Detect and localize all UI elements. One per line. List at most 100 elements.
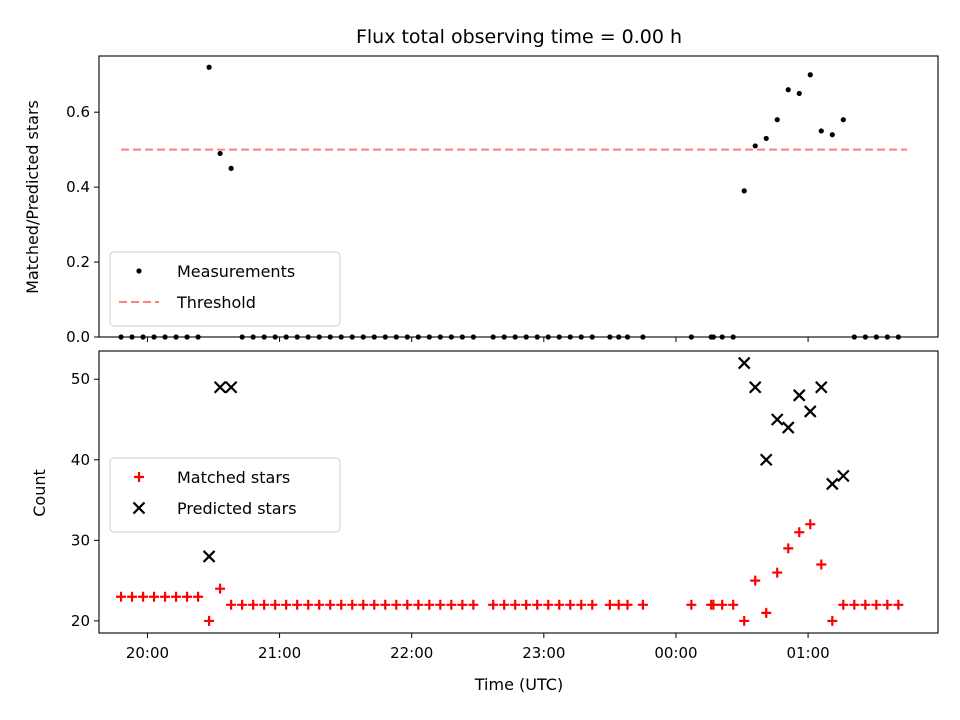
plot-area-frame xyxy=(98,350,939,634)
data-point xyxy=(151,334,157,340)
data-point xyxy=(336,599,347,610)
data-point xyxy=(774,117,780,123)
data-point xyxy=(415,334,421,340)
data-point xyxy=(437,334,443,340)
data-point xyxy=(228,165,234,171)
data-point xyxy=(213,380,227,394)
data-point xyxy=(171,591,182,602)
data-point xyxy=(193,591,204,602)
data-point xyxy=(805,519,816,530)
data-point xyxy=(748,380,762,394)
data-point xyxy=(752,143,758,149)
data-point xyxy=(138,591,149,602)
data-point xyxy=(261,334,267,340)
data-point xyxy=(160,591,171,602)
data-point xyxy=(327,334,333,340)
bottom-y-axis-label: Count xyxy=(30,469,49,517)
data-point xyxy=(369,599,380,610)
data-point xyxy=(468,599,479,610)
data-point xyxy=(640,334,646,340)
data-point xyxy=(459,334,465,340)
data-point xyxy=(815,380,828,394)
data-point xyxy=(829,132,835,138)
data-point xyxy=(785,87,791,93)
data-point xyxy=(393,334,399,340)
data-point xyxy=(741,188,747,194)
legend: Matched stars Predicted stars xyxy=(109,457,341,533)
bottom-panel: 20 30 40 50 20:00 21:00 22:00 23:00 00:00 01:00 Ma… xyxy=(71,350,939,662)
legend-marker xyxy=(132,501,146,515)
data-point xyxy=(499,599,510,610)
top-panel: 0.0 0.2 0.4 0.6 Measurements Threshold xyxy=(66,55,939,346)
data-point xyxy=(532,599,543,610)
legend-box xyxy=(109,457,341,533)
data-point xyxy=(162,334,168,340)
data-point xyxy=(382,334,388,340)
data-point xyxy=(217,150,223,157)
series-dot xyxy=(118,64,901,340)
data-point xyxy=(292,599,303,610)
data-point xyxy=(578,334,584,340)
data-point xyxy=(871,599,882,610)
data-point xyxy=(545,334,551,340)
series-x xyxy=(202,356,850,563)
x-tick-label: 22:00 xyxy=(390,644,433,662)
data-point xyxy=(215,583,226,594)
y-tick-label: 0.0 xyxy=(66,328,90,346)
data-point xyxy=(358,599,369,610)
data-point xyxy=(270,599,281,610)
data-point xyxy=(129,334,135,340)
data-point xyxy=(457,599,468,610)
data-point xyxy=(818,128,824,134)
data-point xyxy=(283,334,289,340)
data-point xyxy=(501,334,507,340)
y-tick-label: 40 xyxy=(71,451,90,469)
data-point xyxy=(728,599,739,610)
data-point xyxy=(195,334,201,340)
data-point xyxy=(893,599,904,610)
data-point xyxy=(543,599,554,610)
data-point xyxy=(884,334,890,340)
data-point xyxy=(512,334,518,340)
data-point xyxy=(827,615,838,626)
data-point xyxy=(567,334,573,340)
data-point xyxy=(224,380,238,394)
data-point xyxy=(783,543,794,554)
y-tick-label: 20 xyxy=(71,612,90,630)
data-point xyxy=(184,334,190,340)
data-point xyxy=(576,599,587,610)
data-point xyxy=(739,615,750,626)
series-plus xyxy=(116,519,904,626)
data-point xyxy=(281,599,292,610)
data-point xyxy=(796,90,802,97)
data-point xyxy=(488,599,499,610)
data-point xyxy=(413,599,424,610)
plot-area-frame xyxy=(98,55,939,338)
data-point xyxy=(237,599,248,610)
data-point xyxy=(587,599,598,610)
data-point xyxy=(371,334,377,340)
x-tick-label: 21:00 xyxy=(258,644,301,662)
data-point xyxy=(554,599,565,610)
legend-marker xyxy=(134,472,144,482)
y-tick-label: 0.4 xyxy=(66,178,90,196)
data-point xyxy=(804,405,817,418)
data-point xyxy=(173,334,179,340)
data-point xyxy=(710,334,716,340)
legend-label: Predicted stars xyxy=(177,499,297,518)
data-point xyxy=(556,334,562,340)
data-point xyxy=(895,334,901,340)
data-point xyxy=(770,413,784,426)
data-point xyxy=(772,567,783,578)
y-tick-label: 0.2 xyxy=(66,253,90,271)
data-point xyxy=(807,72,813,78)
data-point xyxy=(490,334,496,340)
data-point xyxy=(325,599,336,610)
data-point xyxy=(534,334,540,340)
data-point xyxy=(204,615,215,626)
x-tick-label: 00:00 xyxy=(654,644,697,662)
data-point xyxy=(686,599,697,610)
data-point xyxy=(708,599,719,610)
y-tick-label: 50 xyxy=(71,370,90,388)
data-point xyxy=(763,135,769,142)
